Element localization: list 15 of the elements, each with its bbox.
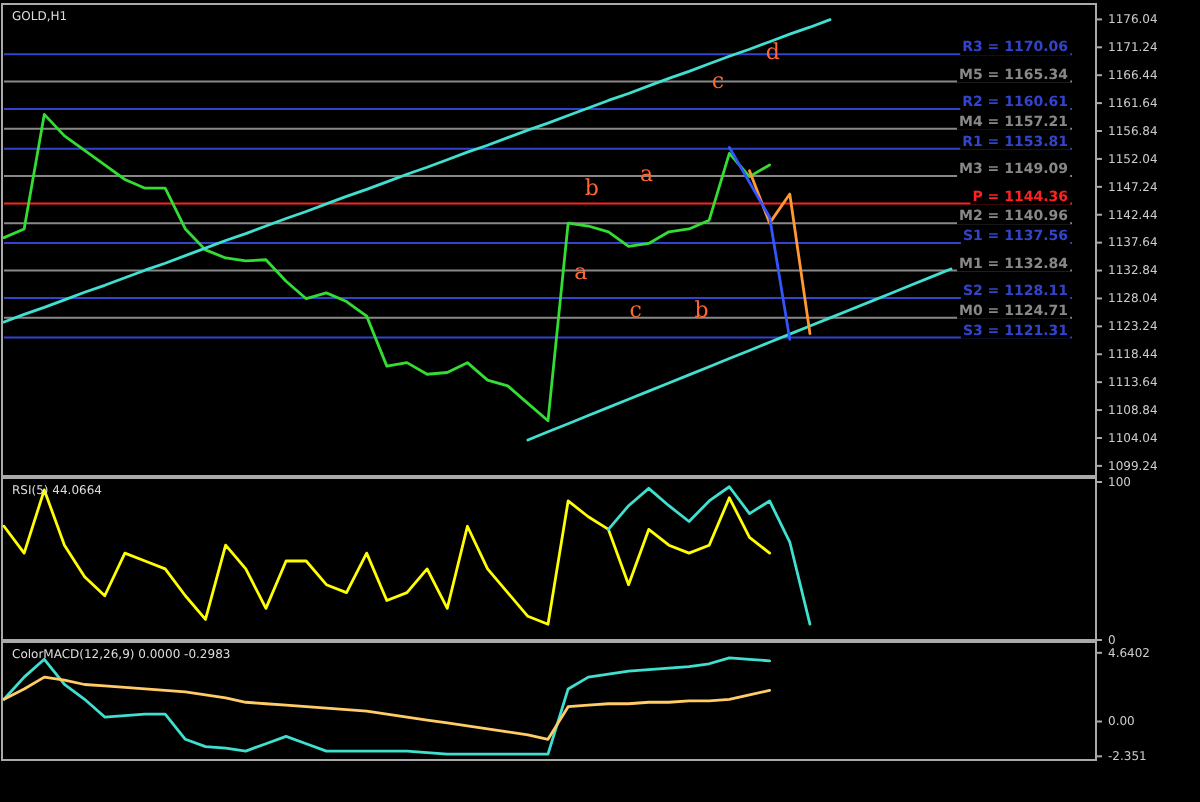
line-series bbox=[2, 675, 772, 741]
line-series bbox=[748, 169, 812, 335]
annotation: b bbox=[694, 296, 709, 323]
annotation: c bbox=[711, 67, 725, 94]
line-series bbox=[526, 267, 953, 442]
line-series bbox=[727, 146, 792, 341]
line-series bbox=[2, 18, 832, 324]
line-series bbox=[2, 656, 772, 756]
annotation: a bbox=[574, 259, 589, 286]
line-series bbox=[2, 112, 772, 423]
annotation: b bbox=[584, 175, 599, 202]
line-series bbox=[607, 485, 812, 626]
annotation: a bbox=[640, 161, 655, 188]
annotation: c bbox=[629, 296, 642, 323]
line-series bbox=[2, 488, 772, 626]
